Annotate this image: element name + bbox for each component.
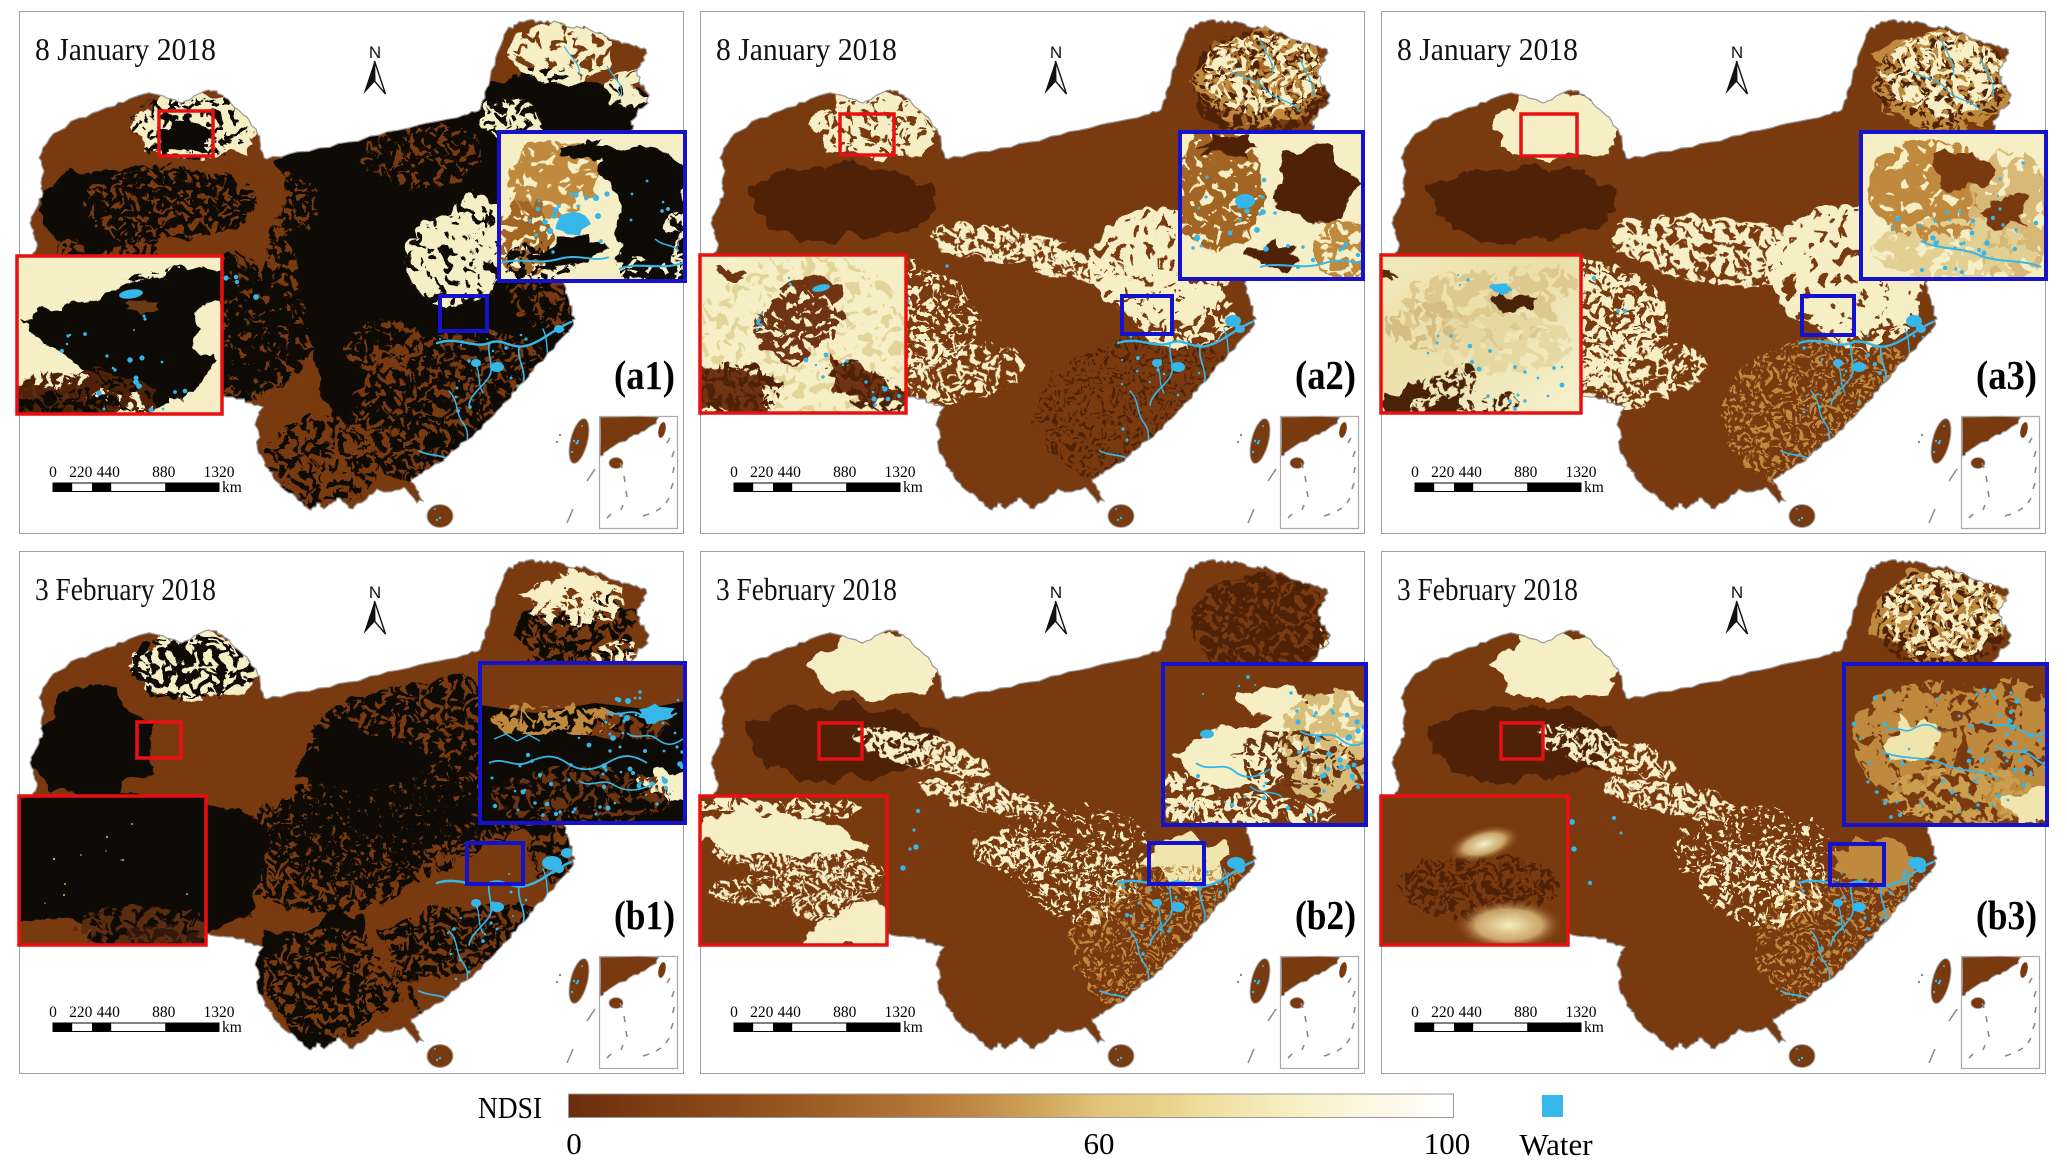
svg-text:N: N (1050, 43, 1062, 62)
svg-text:100: 100 (1424, 1126, 1471, 1161)
svg-text:(b1): (b1) (614, 892, 675, 938)
svg-text:3 February 2018: 3 February 2018 (716, 572, 897, 607)
svg-text:(a3): (a3) (1976, 352, 2037, 398)
svg-text:(b2): (b2) (1295, 892, 1356, 938)
svg-text:N: N (1050, 583, 1062, 602)
svg-text:880: 880 (833, 464, 857, 481)
svg-text:220: 220 (750, 464, 774, 481)
svg-text:0: 0 (49, 1004, 57, 1021)
svg-text:220: 220 (69, 464, 93, 481)
svg-text:0: 0 (49, 464, 57, 481)
svg-text:km: km (1584, 1019, 1604, 1036)
svg-text:880: 880 (152, 1004, 176, 1021)
svg-text:0: 0 (1411, 464, 1419, 481)
svg-text:Water: Water (1519, 1127, 1593, 1162)
svg-text:8 January 2018: 8 January 2018 (35, 32, 216, 67)
svg-text:440: 440 (1459, 1004, 1483, 1021)
svg-text:N: N (369, 43, 381, 62)
svg-text:1320: 1320 (204, 1004, 235, 1021)
svg-text:440: 440 (97, 464, 121, 481)
svg-text:km: km (1584, 479, 1604, 496)
svg-text:1320: 1320 (885, 1004, 916, 1021)
svg-text:(a2): (a2) (1295, 352, 1356, 398)
svg-text:880: 880 (152, 464, 176, 481)
svg-text:220: 220 (69, 1004, 93, 1021)
svg-text:NDSI: NDSI (478, 1090, 542, 1125)
svg-text:8 January 2018: 8 January 2018 (1397, 32, 1578, 67)
svg-text:(b3): (b3) (1976, 892, 2037, 938)
svg-text:1320: 1320 (204, 464, 235, 481)
svg-text:0: 0 (730, 1004, 738, 1021)
svg-text:0: 0 (1411, 1004, 1419, 1021)
svg-text:N: N (369, 583, 381, 602)
svg-text:440: 440 (778, 464, 802, 481)
svg-text:440: 440 (778, 1004, 802, 1021)
svg-text:3 February 2018: 3 February 2018 (35, 572, 216, 607)
svg-text:220: 220 (750, 1004, 774, 1021)
svg-text:km: km (903, 479, 923, 496)
svg-text:60: 60 (1084, 1126, 1115, 1161)
svg-text:km: km (222, 1019, 242, 1036)
svg-text:0: 0 (730, 464, 738, 481)
svg-text:8 January 2018: 8 January 2018 (716, 32, 897, 67)
svg-text:km: km (222, 479, 242, 496)
svg-text:880: 880 (1514, 1004, 1538, 1021)
svg-text:1320: 1320 (885, 464, 916, 481)
svg-text:(a1): (a1) (614, 352, 675, 398)
svg-text:0: 0 (566, 1126, 582, 1161)
svg-text:880: 880 (1514, 464, 1538, 481)
svg-text:220: 220 (1431, 464, 1455, 481)
svg-text:880: 880 (833, 1004, 857, 1021)
svg-text:1320: 1320 (1566, 1004, 1597, 1021)
svg-text:N: N (1731, 43, 1743, 62)
svg-text:km: km (903, 1019, 923, 1036)
svg-text:1320: 1320 (1566, 464, 1597, 481)
svg-text:440: 440 (97, 1004, 121, 1021)
svg-text:220: 220 (1431, 1004, 1455, 1021)
svg-text:3 February 2018: 3 February 2018 (1397, 572, 1578, 607)
svg-text:N: N (1731, 583, 1743, 602)
svg-text:440: 440 (1459, 464, 1483, 481)
